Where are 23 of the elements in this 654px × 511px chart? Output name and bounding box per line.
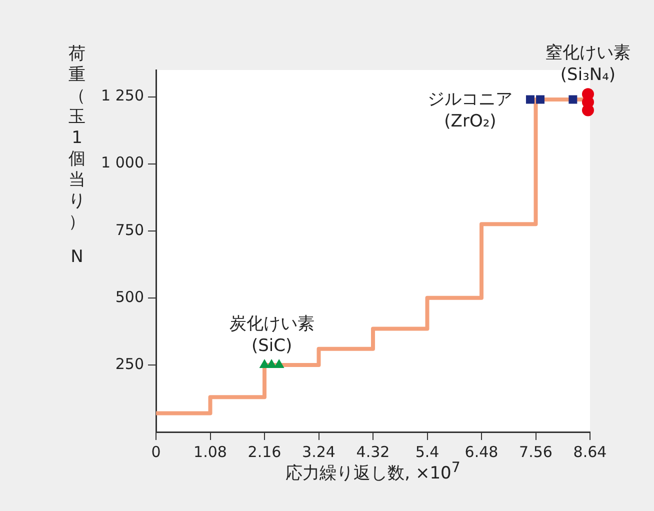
x-axis-title: 応力繰り返し数, ×10$^{7}$ [284, 460, 462, 485]
x-tick-label: 0 [151, 442, 161, 461]
y-tick-label: 750 [115, 220, 144, 239]
series-label: ジルコニア (ZrO₂) [428, 89, 513, 132]
series-label: 炭化けい素 (SiC) [229, 314, 314, 356]
x-tick-label: 1.08 [194, 442, 227, 461]
x-tick-label: 3.24 [302, 442, 336, 461]
x-tick-label: 4.32 [356, 442, 390, 461]
point [274, 358, 284, 368]
y-tick-label: 1 250 [101, 86, 144, 105]
x-tick-label: 6.48 [464, 442, 498, 461]
y-tick-label: 250 [115, 354, 144, 373]
text: 荷重（玉1個当り） N [68, 44, 86, 267]
y-tick-label: 500 [115, 288, 144, 306]
x-tick-label: 5.4 [415, 442, 440, 461]
point [536, 95, 545, 104]
series-label: 窒化けい素 (Si₃N₄) [545, 43, 630, 86]
x-tick-label: 7.56 [519, 442, 552, 461]
point [568, 95, 578, 104]
x-tick-label: 2.16 [248, 442, 282, 461]
y-tick-label: 1 000 [101, 154, 144, 172]
point [526, 95, 534, 104]
x-tick-label: 8.64 [573, 442, 607, 461]
